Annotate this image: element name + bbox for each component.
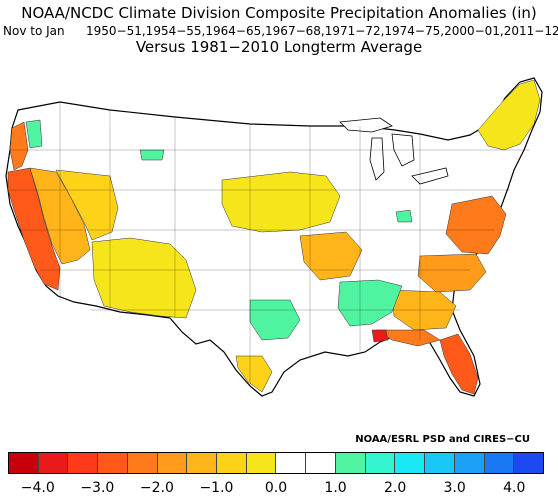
- region-carolinas: [417, 253, 487, 293]
- us-anomaly-map: [5, 77, 543, 397]
- region-california-coast: [7, 167, 61, 291]
- division-line: [59, 102, 421, 386]
- baseline-label: Versus 1981−2010 Longterm Average: [135, 38, 423, 56]
- color-swatch: [335, 453, 366, 473]
- color-swatch: [217, 453, 247, 473]
- color-swatch: [454, 453, 485, 473]
- scale-tick-label: −3.0: [80, 480, 115, 496]
- map-title: NOAA/NCDC Climate Division Composite Pre…: [21, 4, 537, 22]
- region-florida-panhandle: [375, 329, 441, 347]
- color-swatch: [484, 453, 515, 473]
- season-label: Nov to Jan: [3, 24, 65, 38]
- region-lower-mississippi: [337, 279, 403, 327]
- composite-years: 1950−51,1954−55,1964−65,1967−68,1971−72,…: [86, 24, 558, 38]
- division-line: [8, 149, 530, 311]
- lake-superior: [339, 117, 393, 133]
- color-swatch: [395, 453, 426, 473]
- region-great-basin: [55, 169, 119, 241]
- scale-tick-label: −1.0: [199, 480, 234, 496]
- color-swatch: [425, 453, 455, 473]
- great-lakes: [339, 117, 449, 185]
- scale-tick-label: 0.0: [264, 480, 288, 496]
- color-swatch: [98, 453, 128, 473]
- scale-tick-label: −4.0: [20, 480, 55, 496]
- division-lines: [8, 102, 530, 386]
- color-scale-bar: [8, 452, 544, 474]
- color-swatch: [246, 453, 277, 473]
- scale-tick-label: 4.0: [503, 480, 526, 496]
- anomaly-fills: [7, 79, 541, 395]
- region-mid-atlantic: [445, 195, 507, 255]
- region-southwest: [91, 237, 197, 319]
- color-swatch: [276, 453, 307, 473]
- scale-tick-label: −2.0: [139, 480, 174, 496]
- scale-tick-label: 2.0: [383, 480, 407, 496]
- region-texas-south: [235, 355, 273, 393]
- color-scale-ticks: −4.0 −3.0 −2.0 −1.0 0.0 1.0 2.0 3.0 4.0: [8, 476, 544, 498]
- region-central-plains: [221, 171, 341, 233]
- color-swatch: [38, 453, 69, 473]
- region-washington: [25, 119, 43, 149]
- color-swatch: [68, 453, 99, 473]
- region-montana-wet: [139, 149, 165, 161]
- color-swatch: [157, 453, 188, 473]
- region-new-england: [477, 79, 541, 151]
- lake-erie: [411, 167, 449, 185]
- credit-text: NOAA/ESRL PSD and CIRES−CU: [355, 434, 530, 445]
- lake-michigan: [369, 137, 385, 181]
- region-florida-peninsula: [439, 333, 479, 395]
- color-swatch: [365, 453, 396, 473]
- color-swatch: [514, 453, 543, 473]
- scale-tick-label: 1.0: [324, 480, 347, 496]
- color-swatch: [9, 453, 39, 473]
- region-ohio: [395, 209, 413, 223]
- color-swatch: [187, 453, 218, 473]
- scale-tick-label: 3.0: [443, 480, 466, 496]
- region-gulf-red: [371, 329, 389, 343]
- color-swatch: [306, 453, 336, 473]
- color-swatch: [127, 453, 158, 473]
- region-ozarks: [299, 231, 363, 281]
